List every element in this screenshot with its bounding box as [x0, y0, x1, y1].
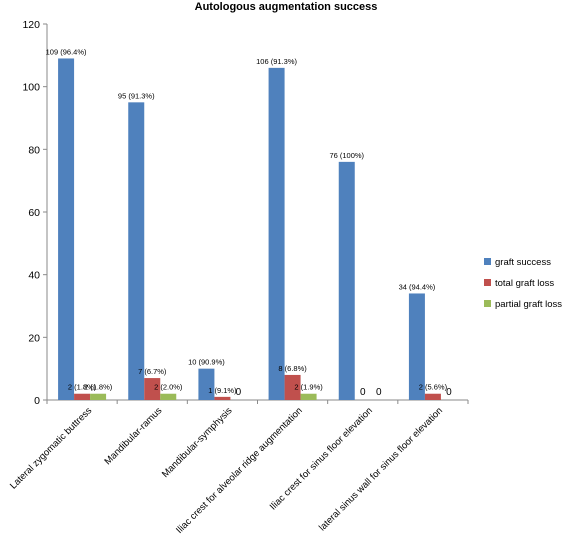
- bar-graft-success: [338, 161, 355, 400]
- y-tick-label: 120: [22, 19, 40, 31]
- bar-total-graft-loss: [424, 393, 441, 400]
- legend-swatch: [484, 258, 491, 265]
- legend-label: graft success: [495, 257, 551, 268]
- legend-swatch: [484, 300, 491, 307]
- bar-total-graft-loss: [74, 393, 91, 400]
- bar-graft-success: [198, 368, 215, 400]
- bar-partial-graft-loss: [90, 393, 107, 400]
- data-label: 0: [446, 387, 452, 398]
- data-label: 76 (100%): [329, 151, 364, 160]
- y-tick-label: 100: [22, 82, 40, 94]
- data-label: 10 (90.9%): [188, 358, 225, 367]
- bar-partial-graft-loss: [160, 393, 177, 400]
- data-label: 106 (91.3%): [256, 57, 297, 66]
- bar-total-graft-loss: [144, 378, 161, 400]
- x-tick-label: lateral sinus wall for sinus floor eleva…: [317, 405, 445, 533]
- data-label: 2 (1.8%): [68, 383, 97, 392]
- axes: 0 20 40 60 80 100 120 Lateral zygomatic buttres…: [8, 19, 469, 536]
- x-tick-label: Mandibular-ramus: [102, 405, 164, 467]
- data-label: 7 (6.7%): [138, 367, 167, 376]
- data-labels: 109 (96.4%) 95 (91.3%) 10 (90.9%) 106 (91.3…: [46, 47, 452, 398]
- data-label: 2 (1.9%): [294, 383, 323, 392]
- y-tick-label: 40: [28, 270, 40, 282]
- x-tick-label: Iliac crest for alveolar ridge augmentat…: [174, 405, 305, 536]
- x-tick-label: Mandibular-symphysis: [160, 405, 235, 480]
- y-tick-label: 0: [34, 395, 40, 407]
- y-tick-label: 80: [28, 144, 40, 156]
- bar-graft-success: [268, 67, 285, 400]
- legend-label: total graft loss: [495, 278, 554, 289]
- data-label: 0: [236, 387, 242, 398]
- data-label: 95 (91.3%): [118, 91, 155, 100]
- bar-total-graft-loss: [284, 374, 301, 400]
- data-label: 0: [360, 387, 366, 398]
- bar-partial-graft-loss: [300, 393, 317, 400]
- legend-label: partial graft loss: [495, 299, 562, 310]
- bars: [58, 58, 441, 400]
- chart-title: Autologous augmentation success: [195, 1, 378, 13]
- data-label: 1 (9.1%): [208, 386, 237, 395]
- bar-graft-success: [408, 293, 425, 400]
- data-label: 34 (94.4%): [399, 282, 436, 291]
- y-tick-label: 20: [28, 332, 40, 344]
- y-tick-label: 60: [28, 207, 40, 219]
- legend-swatch: [484, 279, 491, 286]
- bar-graft-success: [58, 58, 75, 400]
- bar-graft-success: [128, 102, 145, 400]
- data-label: 8 (6.8%): [278, 364, 307, 373]
- x-tick-label: Lateral zygomatic buttress: [8, 405, 94, 491]
- bar-total-graft-loss: [214, 396, 231, 400]
- data-label: 109 (96.4%): [46, 47, 87, 56]
- data-label: 0: [376, 387, 382, 398]
- legend: graft success total graft loss partial gra…: [484, 257, 562, 310]
- data-label: 2 (1.8%): [84, 383, 113, 392]
- data-label: 2 (2.0%): [154, 383, 183, 392]
- data-label: 2 (5.6%): [419, 383, 448, 392]
